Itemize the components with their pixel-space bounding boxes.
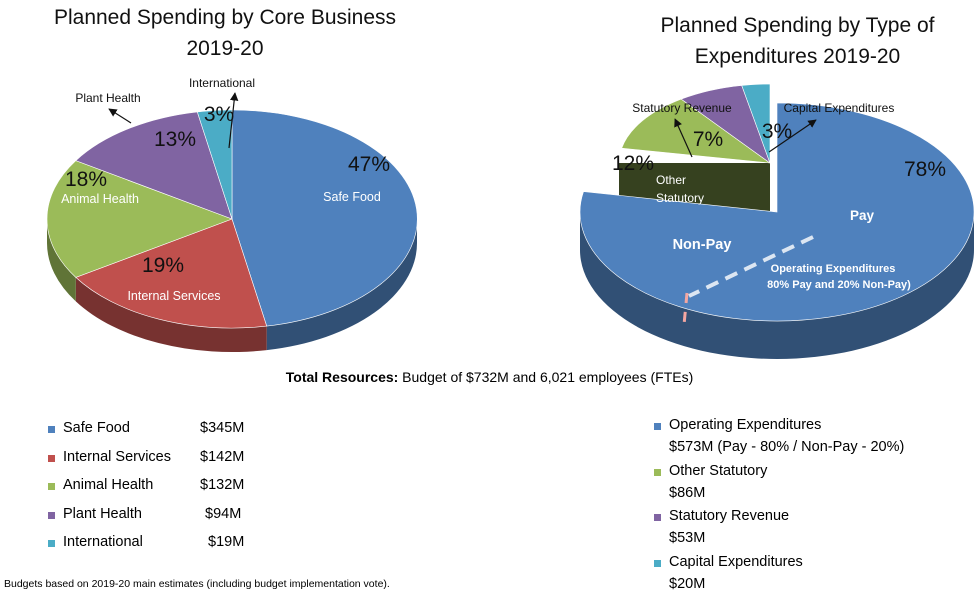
legend-item: Animal Health $132M xyxy=(48,477,308,506)
legend-swatch xyxy=(48,454,55,462)
callout-label-plant-health: Plant Health xyxy=(75,91,140,105)
pie-slice-operating-expenditures xyxy=(579,102,975,322)
pie-side-internal-services xyxy=(75,277,267,353)
pay-split-line-side xyxy=(682,292,689,326)
legend-value: $573M (Pay - 80% / Non-Pay - 20%) xyxy=(669,439,905,455)
legend-value: $142M xyxy=(200,448,245,465)
pie-side-operating-expenditures xyxy=(580,212,974,359)
total-resources-label: Total Resources: xyxy=(285,369,399,385)
pie-slice-internal-services xyxy=(75,218,268,329)
legend-item: International $19M xyxy=(48,534,308,563)
legend-item: Statutory Revenue $53M xyxy=(654,508,974,554)
footnote: Budgets based on 2019-20 main estimates … xyxy=(4,578,390,590)
pay-split-line xyxy=(688,235,814,298)
legend-label: Capital Expenditures xyxy=(669,553,803,570)
total-resources: Total Resources: Budget of $732M and 6,0… xyxy=(0,369,979,385)
legend-label: Statutory Revenue xyxy=(669,508,790,524)
legend-label: International xyxy=(63,534,143,550)
pie-slice-international xyxy=(196,109,233,220)
expenditure-type-legend: Operating Expenditures $573M (Pay - 80% /… xyxy=(654,417,974,599)
legend-swatch xyxy=(48,426,55,433)
pie-percent-label: 12% xyxy=(612,152,654,175)
legend-swatch xyxy=(48,511,55,519)
legend-item: Operating Expenditures $573M (Pay - 80% /… xyxy=(654,417,974,463)
legend-label: Internal Services xyxy=(63,448,171,465)
legend-value: $19M xyxy=(208,534,245,550)
legend-value: $94M xyxy=(205,505,242,522)
pie-slice-label: Statutory xyxy=(656,191,704,205)
legend-label: Plant Health xyxy=(63,505,142,522)
legend-label: Safe Food xyxy=(63,420,130,436)
pie-side-other-statutory xyxy=(619,163,770,211)
core-business-pie: 47% Safe Food 19% Internal Services 18%Anima… xyxy=(46,76,418,353)
legend-value: $53M xyxy=(669,530,706,546)
pie-slice-other-statutory xyxy=(621,98,772,164)
total-resources-text: Budget of $732M and 6,021 employees (FTE… xyxy=(398,369,694,385)
callout-label-statutory-revenue: Statutory Revenue xyxy=(632,101,732,115)
legend-label: Operating Expenditures xyxy=(669,417,822,433)
pie-slice-label: Animal Health xyxy=(61,192,139,206)
callout-label-capital-expenditures: Capital Expenditures xyxy=(784,101,895,115)
pie-percent-label: 7% xyxy=(693,128,723,151)
operating-note-line1: Operating Expenditures xyxy=(771,263,896,275)
pie-percent-label: 18% xyxy=(65,168,107,191)
pie-percent-label: 13% xyxy=(154,128,196,151)
callout-arrow-capital-expenditures xyxy=(768,119,817,153)
legend-swatch xyxy=(654,423,661,430)
pie-slice-capital-expenditures xyxy=(741,83,771,164)
legend-value: $20M xyxy=(669,575,706,592)
pie-percent-label: 19% xyxy=(142,254,184,277)
legend-item: Other Statutory $86M xyxy=(654,463,974,509)
legend-swatch xyxy=(654,468,661,476)
pie-percent-label: 47% xyxy=(348,153,390,176)
legend-label: Other Statutory xyxy=(669,462,768,479)
legend-item: Plant Health $94M xyxy=(48,506,308,535)
pie-percent-label: 78% xyxy=(904,158,946,181)
pie-side-safe-food xyxy=(266,219,417,351)
pie-percent-label: 3% xyxy=(204,103,234,126)
legend-item: Capital Expenditures $20M xyxy=(654,554,974,600)
pie-side-animal-health xyxy=(47,219,76,302)
operating-note-line2: 80% Pay and 20% Non-Pay) xyxy=(767,279,911,291)
callout-arrow-statutory-revenue xyxy=(674,118,693,158)
legend-swatch xyxy=(654,514,661,521)
core-business-legend: Safe Food $345M Internal Services $142M An… xyxy=(48,420,308,563)
pay-label: Pay xyxy=(850,208,875,223)
pie-percent-label: 3% xyxy=(762,120,792,143)
callout-arrow-plant-health xyxy=(108,108,132,124)
right-chart-title-line1: Planned Spending by Type of xyxy=(660,14,935,37)
legend-swatch xyxy=(48,540,55,547)
legend-item: Internal Services $142M xyxy=(48,449,308,478)
callout-label-international: International xyxy=(189,76,255,90)
right-chart-title-line2: Expenditures 2019-20 xyxy=(694,45,901,68)
pie-slice-safe-food xyxy=(231,109,418,327)
legend-item: Safe Food $345M xyxy=(48,420,308,449)
legend-value: $345M xyxy=(200,420,245,436)
pie-slice-label: Other xyxy=(656,173,686,187)
pie-slice-label: Internal Services xyxy=(127,289,220,303)
right-chart-title: Planned Spending by Type of Expenditures… xyxy=(620,10,975,72)
pie-slice-plant-health xyxy=(75,111,233,220)
legend-value: $132M xyxy=(200,477,245,493)
non-pay-label: Non-Pay xyxy=(673,237,732,253)
legend-swatch xyxy=(48,483,55,490)
legend-value: $86M xyxy=(669,484,706,501)
left-chart-title-line2: 2019-20 xyxy=(186,37,264,60)
expenditure-type-pie: 78% Pay Non-Pay Operating Expenditures 80% P… xyxy=(579,83,975,359)
pie-slice-label: Safe Food xyxy=(323,190,381,204)
left-chart-title-line1: Planned Spending by Core Business xyxy=(53,6,397,29)
callout-arrow-international xyxy=(228,92,239,149)
left-chart-title: Planned Spending by Core Business 2019-2… xyxy=(10,2,440,64)
legend-label: Animal Health xyxy=(63,477,154,493)
legend-swatch xyxy=(654,559,661,567)
pie-slice-animal-health xyxy=(46,160,233,278)
